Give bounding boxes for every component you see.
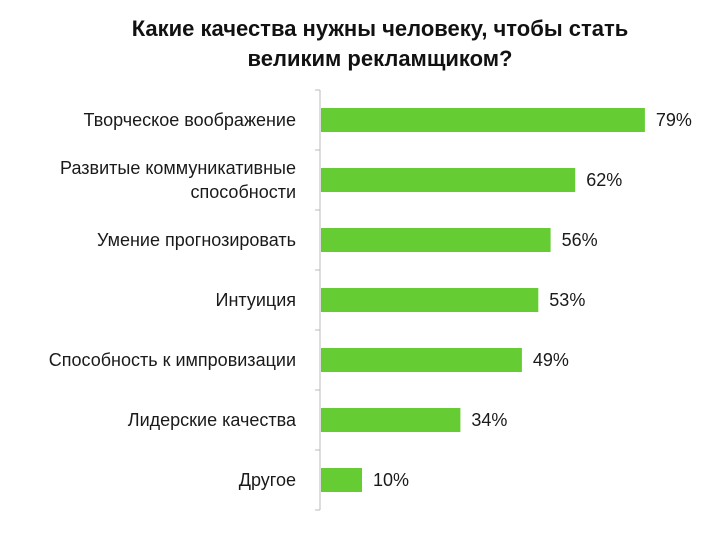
value-label: 53% <box>549 290 585 310</box>
value-label: 10% <box>373 470 409 490</box>
bar <box>321 108 645 132</box>
value-label: 79% <box>656 110 692 130</box>
category-label-line: Интуиция <box>216 290 297 310</box>
value-label: 34% <box>471 410 507 430</box>
bars-group <box>321 108 645 492</box>
category-label-line: Другое <box>239 470 296 490</box>
bar <box>321 468 362 492</box>
category-labels: Творческое воображение Развитые коммуника… <box>49 110 297 490</box>
category-label-line: Умение прогнозировать <box>97 230 296 250</box>
category-label-line: Развитые коммуникативные <box>60 158 296 178</box>
axis-ticks <box>315 89 320 511</box>
category-label: Способность к импровизации <box>49 350 296 370</box>
value-label: 56% <box>562 230 598 250</box>
category-label: Творческое воображение <box>84 110 296 130</box>
category-label-line: Творческое воображение <box>84 110 296 130</box>
value-labels: 79% 62% 56% 53% 49% 34% 10% <box>373 110 692 490</box>
bar <box>321 228 551 252</box>
category-label: Интуиция <box>216 290 297 310</box>
bar <box>321 168 576 192</box>
category-label: Развитые коммуникативные способности <box>60 158 296 202</box>
bar <box>321 408 461 432</box>
value-label: 62% <box>586 170 622 190</box>
category-label-line: способности <box>190 182 296 202</box>
category-label: Умение прогнозировать <box>97 230 296 250</box>
category-label: Лидерские качества <box>128 410 297 430</box>
value-label: 49% <box>533 350 569 370</box>
category-label-line: Способность к импровизации <box>49 350 296 370</box>
bar <box>321 288 539 312</box>
chart-title: Какие качества нужны человеку, чтобы ста… <box>131 16 629 71</box>
category-label: Другое <box>239 470 296 490</box>
bar <box>321 348 522 372</box>
category-label-line: Лидерские качества <box>128 410 297 430</box>
